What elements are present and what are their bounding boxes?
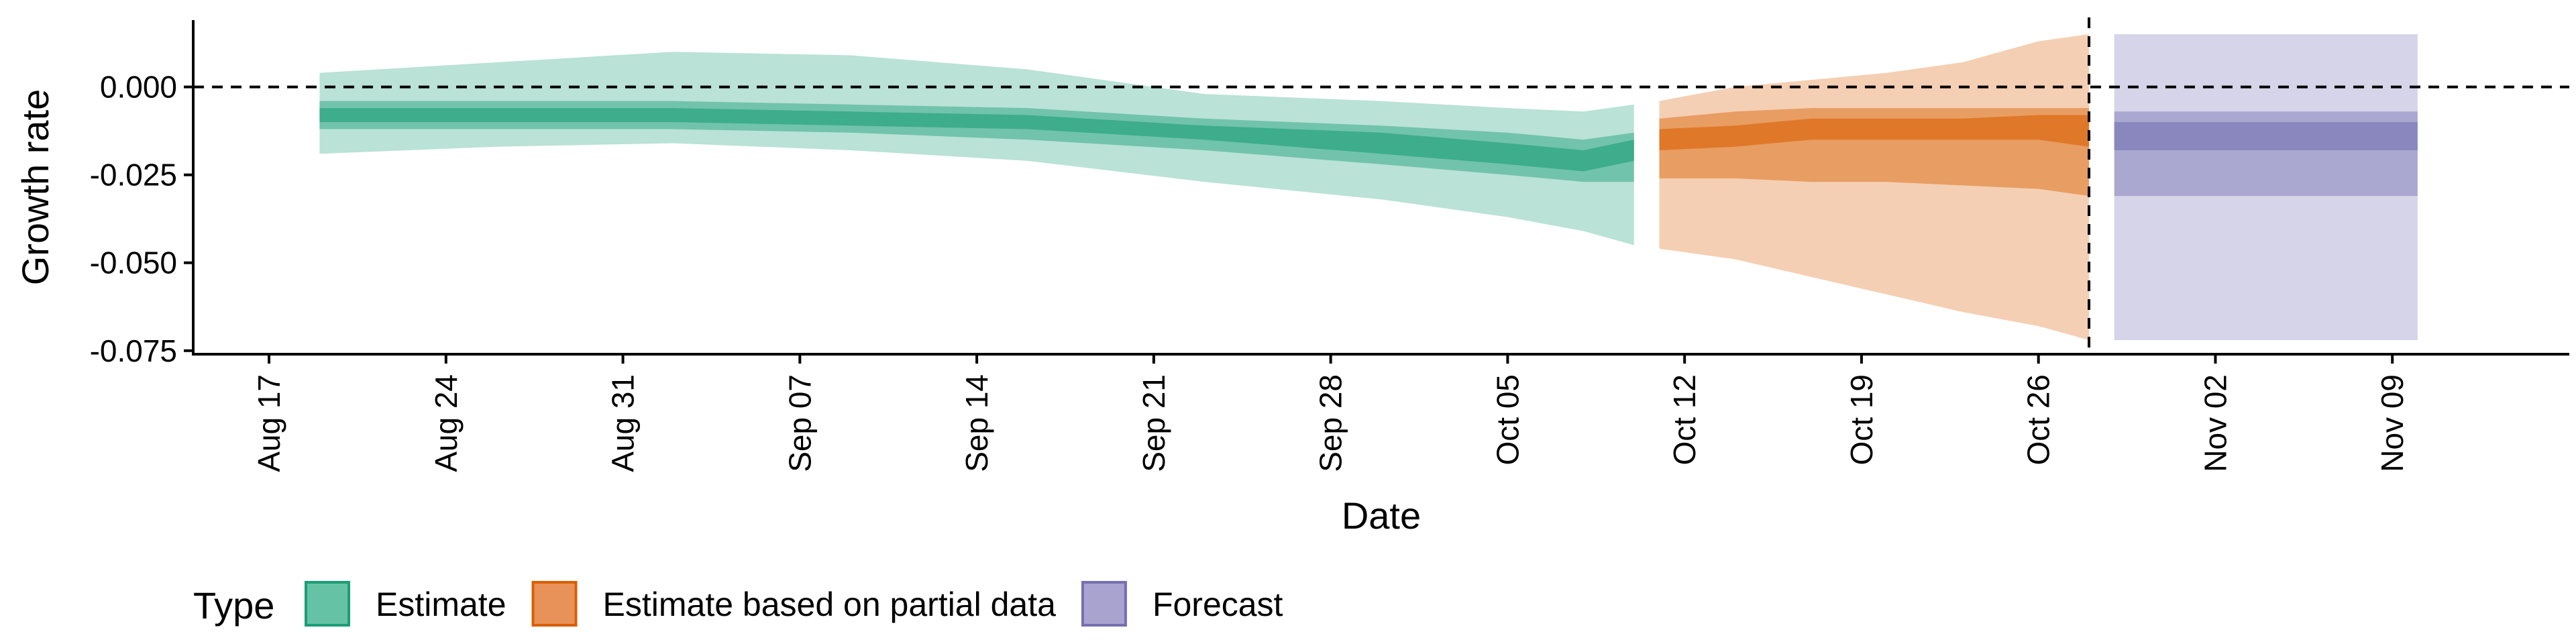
legend-key-forecast bbox=[1081, 581, 1127, 627]
tick-labels-layer: 0.000 -0.025 -0.050 -0.075 Aug 17 Aug 24 Aug 3… bbox=[90, 70, 2410, 472]
legend-label-estimate-based-on-partial-data: Estimate based on partial data bbox=[603, 586, 1057, 623]
x-tick-label: Aug 24 bbox=[429, 374, 464, 472]
band-ci20-forecast bbox=[2114, 122, 2418, 150]
legend-key-estimate bbox=[305, 581, 350, 627]
legend-label-estimate: Estimate bbox=[376, 586, 506, 623]
band-ci90-estimate-based-on-partial-data bbox=[1659, 34, 2090, 340]
band-ci90-forecast bbox=[2114, 34, 2418, 340]
reference-lines-layer bbox=[193, 17, 2569, 354]
y-tick-label: -0.025 bbox=[90, 158, 177, 193]
band-ci20-estimate bbox=[319, 108, 1634, 172]
legend-label-forecast: Forecast bbox=[1152, 586, 1283, 623]
series-estimate-based-on-partial-data bbox=[1659, 34, 2090, 340]
x-tick-label: Aug 31 bbox=[606, 374, 641, 472]
x-tick-label: Nov 02 bbox=[2198, 374, 2233, 472]
legend-key-estimate-based-on-partial-data bbox=[531, 581, 578, 627]
axes-layer bbox=[184, 20, 2569, 364]
series-forecast bbox=[2114, 34, 2418, 340]
band-ci90-estimate bbox=[319, 52, 1634, 246]
y-tick-label: 0.000 bbox=[100, 70, 177, 105]
y-tick-label: -0.075 bbox=[90, 333, 177, 368]
x-tick-label: Oct 12 bbox=[1667, 374, 1702, 466]
x-tick-label: Oct 05 bbox=[1490, 374, 1525, 466]
band-ci20-estimate-based-on-partial-data bbox=[1659, 115, 2090, 150]
series-estimate bbox=[319, 52, 1634, 246]
x-tick-label: Sep 28 bbox=[1313, 374, 1348, 472]
y-axis-title: Growth rate bbox=[14, 89, 56, 286]
x-tick-label: Sep 14 bbox=[959, 374, 994, 472]
y-tick-label: -0.050 bbox=[90, 246, 177, 280]
legend-title: Type bbox=[193, 584, 274, 627]
x-tick-label: Nov 09 bbox=[2375, 374, 2410, 472]
x-tick-label: Aug 17 bbox=[252, 374, 286, 472]
x-tick-label: Oct 19 bbox=[1844, 374, 1879, 466]
x-tick-label: Sep 07 bbox=[782, 374, 817, 472]
x-tick-label: Sep 21 bbox=[1136, 374, 1171, 472]
series-bands-layer bbox=[319, 34, 2418, 340]
legend: Type Estimate Estimate based on partial d… bbox=[193, 581, 1283, 627]
x-axis-title: Date bbox=[1342, 494, 1421, 537]
x-tick-label: Oct 26 bbox=[2021, 374, 2056, 466]
